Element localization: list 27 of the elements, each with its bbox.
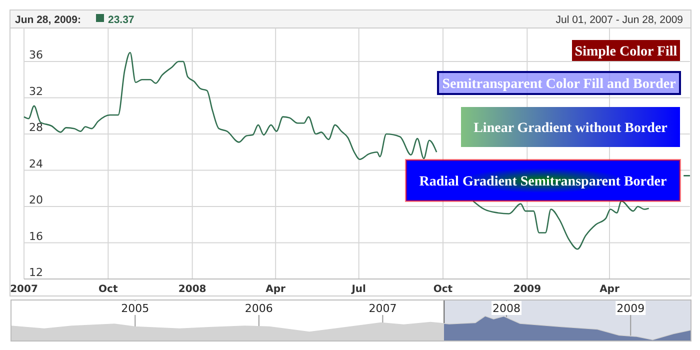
x-tick-label: Apr (600, 284, 620, 295)
y-tick-label: 20 (29, 194, 43, 207)
x-tick-label: 2008 (492, 302, 520, 315)
annotation: Linear Gradient without Border (474, 121, 668, 136)
y-tick-label: 36 (29, 48, 43, 62)
annotation: Radial Gradient Semitransparent Border (419, 174, 667, 190)
chart-subtitle: Jul 01, 2007 - Jun 28, 2009 (556, 14, 684, 26)
y-tick-label: 12 (29, 266, 43, 279)
y-tick-label: 28 (29, 121, 43, 134)
annotation: Semitransparent Color Fill and Border (442, 77, 676, 92)
x-tick-label: Oct (98, 284, 118, 295)
x-tick-label: 2008 (178, 284, 206, 295)
x-tick-label: 2007 (368, 302, 397, 315)
text: 23.37 (108, 14, 134, 26)
y-tick-label: 32 (29, 84, 43, 98)
y-tick-label: 16 (29, 230, 43, 243)
x-tick-label: 2009 (616, 302, 645, 315)
y-tick-label: 24 (29, 157, 43, 170)
x-tick-label: Jul (350, 284, 366, 295)
text: Jun 28, 2009: (15, 14, 81, 26)
x-tick-label: 2005 (121, 302, 150, 315)
annotation: Simple Color Fill (574, 44, 678, 60)
x-tick-label: Oct (433, 284, 453, 295)
x-tick-label: 2009 (513, 284, 542, 295)
x-tick-label: 2007 (10, 284, 38, 295)
x-tick-label: Apr (266, 284, 286, 295)
x-tick-label: 2006 (244, 302, 273, 315)
